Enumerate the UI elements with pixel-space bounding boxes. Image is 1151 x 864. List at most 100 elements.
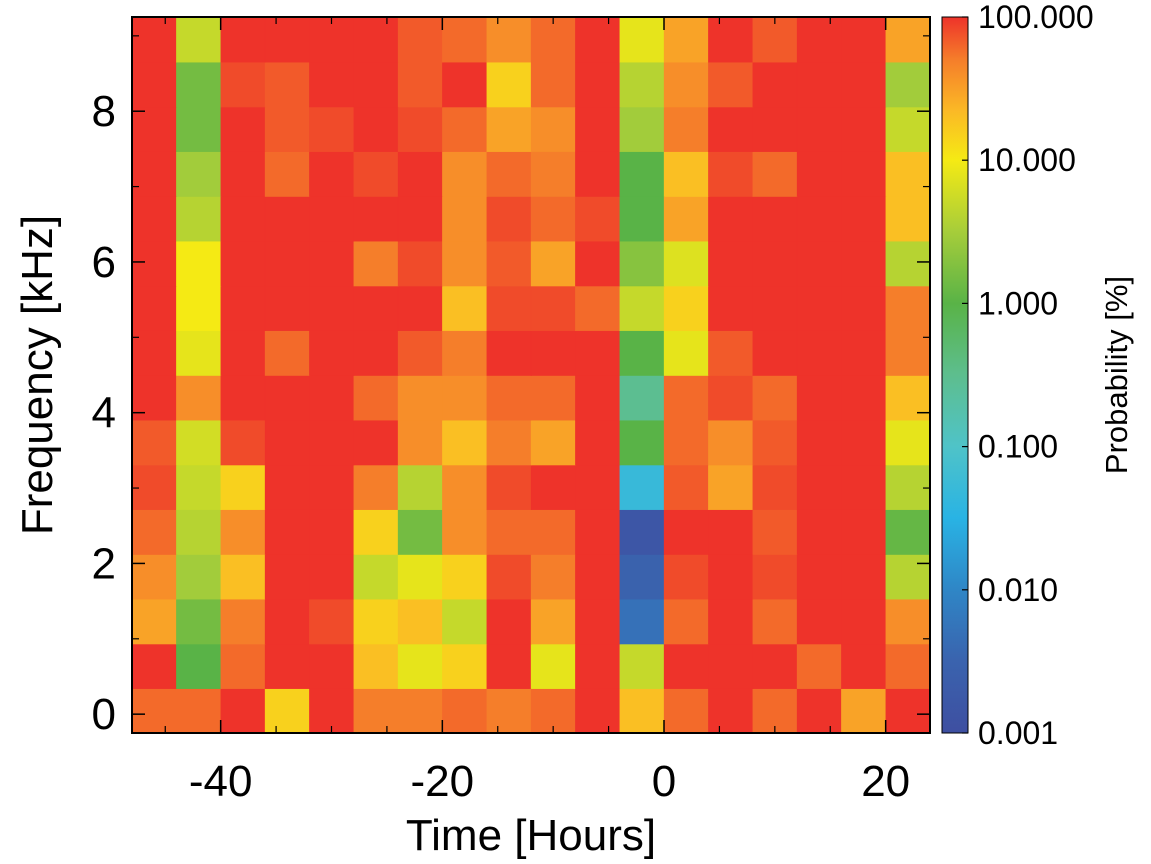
- heatmap-cell: [131, 553, 178, 600]
- heatmap-cell: [796, 151, 843, 197]
- heatmap-cell: [353, 61, 399, 108]
- y-tick-label: 0: [92, 690, 116, 739]
- heatmap-cell: [575, 509, 621, 555]
- heatmap-cell: [530, 374, 577, 421]
- heatmap-cell: [841, 509, 887, 555]
- heatmap-cell: [442, 643, 488, 689]
- heatmap-cell: [708, 195, 754, 242]
- heatmap-cell: [575, 106, 621, 152]
- heatmap-cell: [486, 419, 532, 466]
- heatmap-cell: [131, 688, 178, 734]
- heatmap-cell: [176, 464, 222, 510]
- heatmap-cell: [442, 553, 488, 600]
- heatmap-cell: [486, 374, 532, 421]
- heatmap-cell: [397, 61, 444, 108]
- heatmap-cell: [530, 509, 577, 555]
- heatmap-cell: [309, 195, 355, 242]
- heatmap-cell: [530, 464, 577, 510]
- heatmap-cell: [885, 643, 931, 689]
- heatmap-cell: [309, 106, 355, 152]
- heatmap-cell: [575, 643, 621, 689]
- heatmap-cell: [708, 240, 754, 287]
- heatmap-cell: [530, 598, 577, 645]
- heatmap-cell: [353, 106, 399, 152]
- heatmap-cell: [841, 195, 887, 242]
- heatmap-cell: [885, 509, 931, 555]
- heatmap-cell: [796, 330, 843, 376]
- heatmap-cell: [708, 553, 754, 600]
- heatmap-cell: [397, 374, 444, 421]
- heatmap-cell: [575, 151, 621, 197]
- heatmap-cell: [796, 509, 843, 555]
- heatmap-cell: [353, 151, 399, 197]
- heatmap-cell: [397, 240, 444, 287]
- heatmap-cell: [796, 553, 843, 600]
- heatmap-cell: [353, 553, 399, 600]
- heatmap-cell: [575, 688, 621, 734]
- heatmap-cell: [841, 553, 887, 600]
- heatmap-cell: [619, 330, 665, 376]
- heatmap-cell: [264, 195, 311, 242]
- heatmap-cell: [619, 464, 665, 510]
- heatmap-cell: [264, 464, 311, 510]
- heatmap-cell: [131, 419, 178, 466]
- x-tick-label: -20: [411, 757, 475, 806]
- heatmap-cell: [176, 509, 222, 555]
- heatmap-cell: [619, 16, 665, 63]
- heatmap-cell: [131, 598, 178, 645]
- heatmap-cell: [663, 195, 710, 242]
- heatmap-cell: [575, 598, 621, 645]
- y-axis: 0 2 4 6 8: [92, 35, 930, 739]
- heatmap-cell: [708, 419, 754, 466]
- colorbar-tick-label: 0.001: [978, 715, 1058, 751]
- heatmap-cell: [841, 61, 887, 108]
- heatmap-cell: [885, 240, 931, 287]
- heatmap-cell: [442, 195, 488, 242]
- heatmap-cell: [530, 285, 577, 331]
- heatmap-cell: [575, 285, 621, 331]
- heatmap-cell: [885, 106, 931, 152]
- heatmap-cell: [752, 195, 798, 242]
- heatmap-cell: [353, 195, 399, 242]
- heatmap-cell: [663, 598, 710, 645]
- heatmap-cell: [708, 285, 754, 331]
- heatmap-cell: [708, 598, 754, 645]
- heatmap-cell: [309, 509, 355, 555]
- heatmap-cell: [264, 509, 311, 555]
- heatmap-cell: [663, 464, 710, 510]
- heatmap-cell: [486, 330, 532, 376]
- heatmap-cell: [575, 240, 621, 287]
- heatmap-cell: [575, 419, 621, 466]
- heatmap-cell: [220, 643, 266, 689]
- heatmap-cell: [309, 553, 355, 600]
- heatmap-cell: [264, 419, 311, 466]
- heatmap-cell: [841, 374, 887, 421]
- heatmap-cell: [530, 106, 577, 152]
- heatmap-cell: [353, 643, 399, 689]
- heatmap-cell: [397, 285, 444, 331]
- heatmap-cell: [397, 195, 444, 242]
- heatmap-cell: [264, 61, 311, 108]
- x-axis: -40 -20 0 20: [164, 17, 910, 806]
- heatmap-cell: [353, 509, 399, 555]
- heatmap-cell: [708, 106, 754, 152]
- heatmap-cell: [575, 16, 621, 63]
- heatmap-cell: [841, 598, 887, 645]
- heatmap-cell: [176, 553, 222, 600]
- heatmap-cell: [397, 419, 444, 466]
- heatmap-cell: [619, 240, 665, 287]
- heatmap-cell: [619, 509, 665, 555]
- heatmap-cell: [176, 643, 222, 689]
- heatmap-cell: [353, 330, 399, 376]
- heatmap-cell: [752, 240, 798, 287]
- heatmap-cell: [220, 106, 266, 152]
- y-tick-label: 8: [92, 87, 116, 136]
- heatmap-cell: [486, 643, 532, 689]
- heatmap-cell: [486, 598, 532, 645]
- heatmap-cell: [486, 61, 532, 108]
- heatmap-cell: [397, 16, 444, 63]
- heatmap-cell: [663, 419, 710, 466]
- heatmap-cell: [708, 61, 754, 108]
- colorbar-axis: 0.001 0.010 0.100 1.000 10.000 100.000: [962, 0, 1094, 751]
- heatmap-cell: [885, 374, 931, 421]
